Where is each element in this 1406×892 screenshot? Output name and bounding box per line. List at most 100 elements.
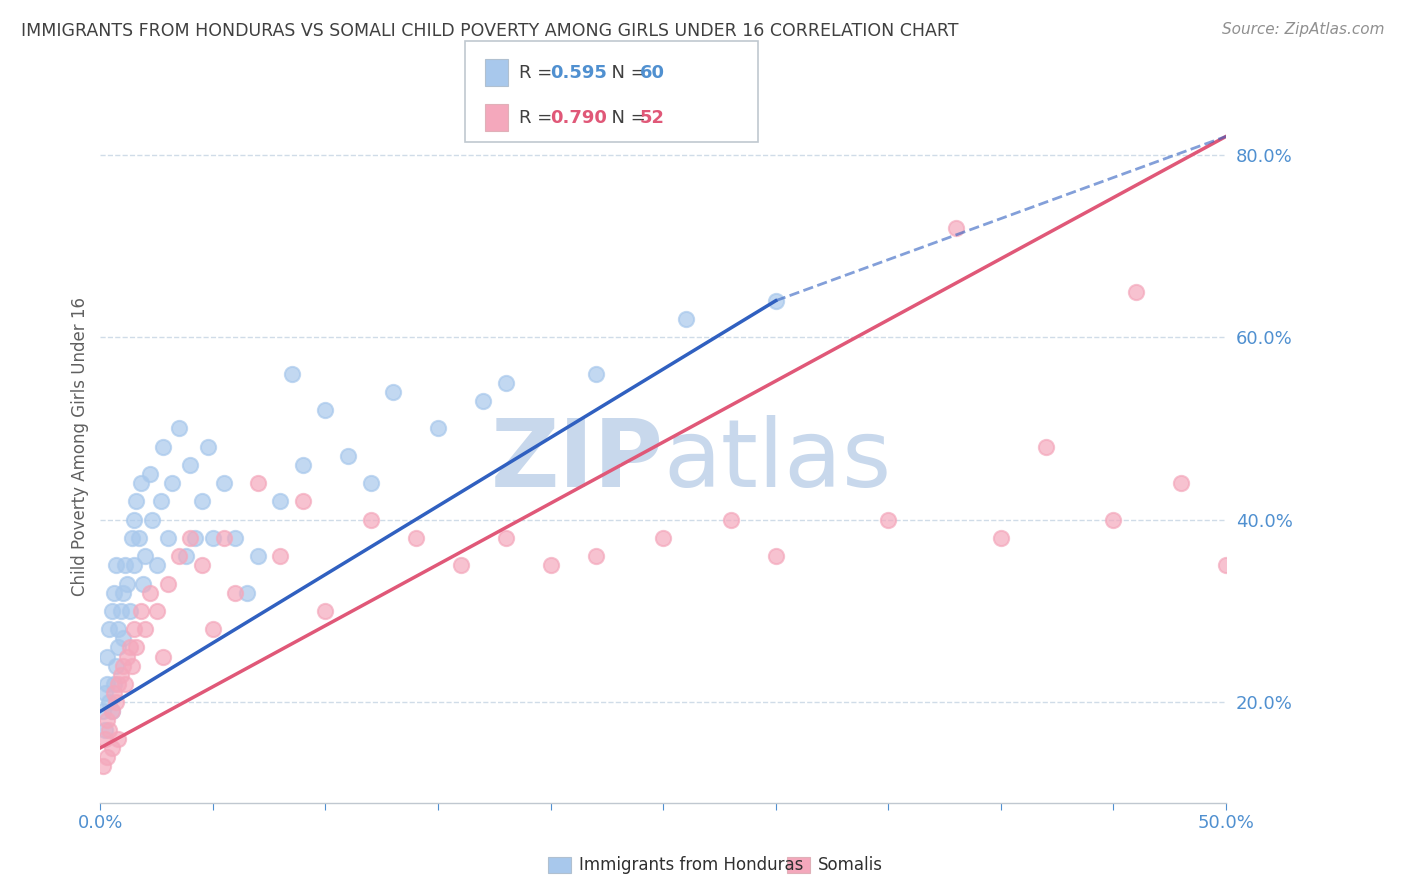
Text: 0.790: 0.790 bbox=[550, 109, 606, 127]
Point bbox=[1102, 513, 1125, 527]
Point bbox=[201, 531, 224, 545]
Point bbox=[122, 513, 145, 527]
Point bbox=[107, 622, 129, 636]
Point bbox=[134, 622, 156, 636]
Text: atlas: atlas bbox=[664, 415, 891, 507]
Point bbox=[121, 531, 143, 545]
Point bbox=[765, 549, 787, 564]
Point bbox=[174, 549, 197, 564]
Point bbox=[427, 421, 450, 435]
Point bbox=[877, 513, 900, 527]
Point bbox=[100, 740, 122, 755]
Point bbox=[125, 640, 148, 655]
Point bbox=[110, 668, 132, 682]
Point bbox=[291, 458, 314, 472]
Point bbox=[652, 531, 675, 545]
Point bbox=[167, 421, 190, 435]
Point bbox=[96, 677, 118, 691]
Point bbox=[235, 585, 257, 599]
Point bbox=[990, 531, 1012, 545]
Point bbox=[114, 677, 136, 691]
Point bbox=[145, 558, 167, 573]
Point bbox=[184, 531, 207, 545]
Text: N =: N = bbox=[600, 109, 652, 127]
Point bbox=[246, 476, 269, 491]
Point bbox=[110, 604, 132, 618]
Point bbox=[167, 549, 190, 564]
Point bbox=[100, 704, 122, 718]
Text: ZIP: ZIP bbox=[491, 415, 664, 507]
Point bbox=[212, 476, 235, 491]
Point bbox=[105, 558, 128, 573]
Text: R =: R = bbox=[519, 109, 558, 127]
Point bbox=[139, 585, 162, 599]
Point bbox=[190, 558, 212, 573]
Point bbox=[765, 293, 787, 308]
Point bbox=[91, 759, 114, 773]
Point bbox=[103, 677, 125, 691]
Point bbox=[94, 723, 117, 737]
Point bbox=[720, 513, 742, 527]
Point bbox=[360, 513, 382, 527]
Point bbox=[98, 622, 121, 636]
Point bbox=[179, 458, 201, 472]
Point bbox=[96, 649, 118, 664]
Point bbox=[141, 513, 163, 527]
Point bbox=[224, 531, 246, 545]
Point bbox=[118, 640, 141, 655]
Point bbox=[98, 695, 121, 709]
Point bbox=[162, 476, 184, 491]
Point bbox=[269, 549, 291, 564]
Point bbox=[105, 695, 128, 709]
Point bbox=[1035, 440, 1057, 454]
Point bbox=[945, 220, 967, 235]
Point bbox=[152, 649, 174, 664]
Y-axis label: Child Poverty Among Girls Under 16: Child Poverty Among Girls Under 16 bbox=[72, 297, 89, 596]
Point bbox=[122, 558, 145, 573]
Point bbox=[129, 604, 152, 618]
Point bbox=[314, 403, 336, 417]
Point bbox=[96, 750, 118, 764]
Point bbox=[585, 549, 607, 564]
Point bbox=[152, 440, 174, 454]
Text: Somalis: Somalis bbox=[818, 856, 883, 874]
Point bbox=[117, 576, 139, 591]
Point bbox=[107, 677, 129, 691]
Point bbox=[129, 476, 152, 491]
Point bbox=[103, 686, 125, 700]
Point bbox=[585, 367, 607, 381]
Point bbox=[111, 632, 134, 646]
Point bbox=[291, 494, 314, 508]
Point bbox=[105, 658, 128, 673]
Point bbox=[190, 494, 212, 508]
Point bbox=[1215, 558, 1237, 573]
Point bbox=[197, 440, 219, 454]
Text: 60: 60 bbox=[640, 63, 665, 82]
Point bbox=[117, 649, 139, 664]
Point bbox=[128, 531, 150, 545]
Point bbox=[269, 494, 291, 508]
Point bbox=[156, 531, 179, 545]
Point bbox=[675, 312, 697, 326]
Text: R =: R = bbox=[519, 63, 558, 82]
Point bbox=[179, 531, 201, 545]
Point bbox=[94, 686, 117, 700]
Point bbox=[145, 604, 167, 618]
Point bbox=[96, 714, 118, 728]
Text: N =: N = bbox=[600, 63, 652, 82]
Point bbox=[122, 622, 145, 636]
Point bbox=[156, 576, 179, 591]
Point bbox=[111, 585, 134, 599]
Point bbox=[212, 531, 235, 545]
Point bbox=[98, 723, 121, 737]
Text: IMMIGRANTS FROM HONDURAS VS SOMALI CHILD POVERTY AMONG GIRLS UNDER 16 CORRELATIO: IMMIGRANTS FROM HONDURAS VS SOMALI CHILD… bbox=[21, 22, 959, 40]
Text: Source: ZipAtlas.com: Source: ZipAtlas.com bbox=[1222, 22, 1385, 37]
Point bbox=[314, 604, 336, 618]
Point bbox=[100, 704, 122, 718]
Point bbox=[125, 494, 148, 508]
Point bbox=[495, 376, 517, 390]
Point bbox=[107, 640, 129, 655]
Text: 52: 52 bbox=[640, 109, 665, 127]
Point bbox=[360, 476, 382, 491]
Point bbox=[100, 604, 122, 618]
